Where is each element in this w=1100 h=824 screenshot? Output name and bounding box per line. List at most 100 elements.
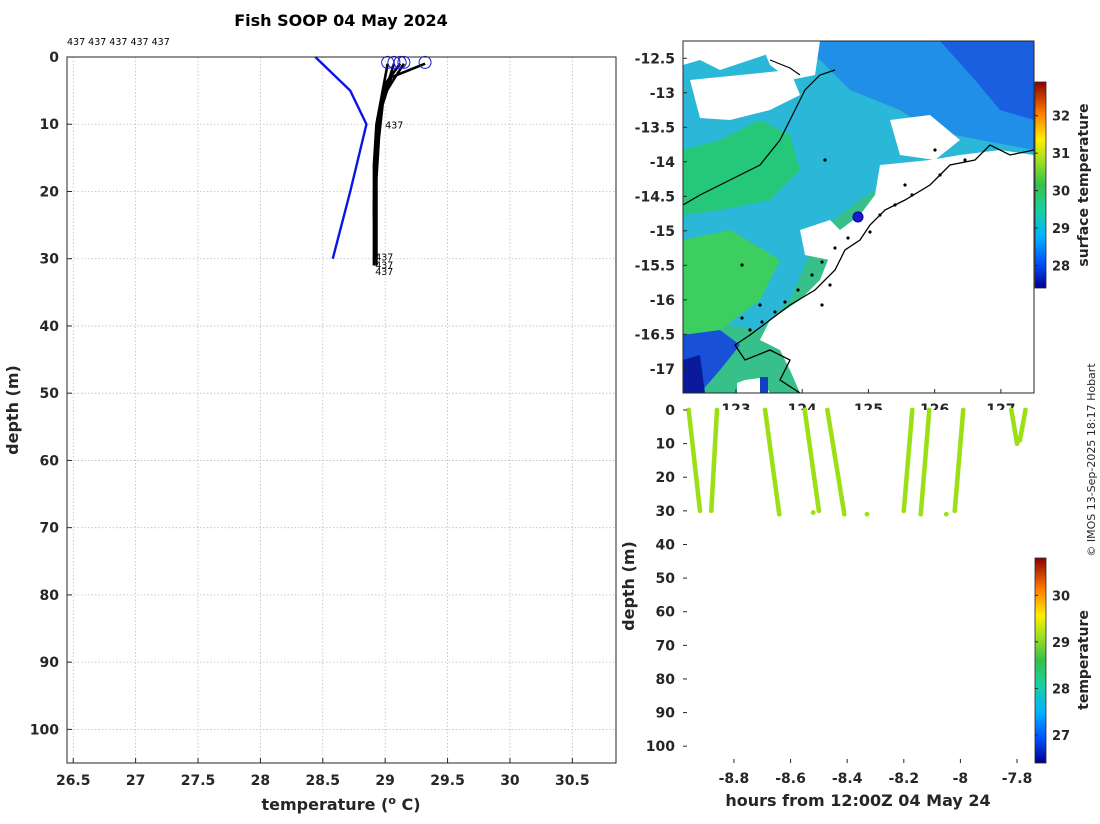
time-ytick-label: 60 bbox=[656, 605, 676, 621]
chart-title: Fish SOOP 04 May 2024 bbox=[234, 11, 448, 30]
islands bbox=[740, 148, 967, 332]
map-ytick-label: -13 bbox=[650, 86, 675, 102]
time-ytick-label: 30 bbox=[656, 504, 676, 520]
time-ytick-label: 50 bbox=[656, 571, 676, 587]
time-depth-panel: 0 10 20 30 40 50 60 70 80 90 100 -8.8 -8.6 -8.4 -8.2 -8… bbox=[619, 403, 1092, 810]
time-xtick-label: -8.2 bbox=[888, 771, 919, 787]
surface-marker bbox=[418, 55, 432, 69]
coastline-north bbox=[769, 59, 801, 76]
sst-colorbar-tick-label: 30 bbox=[1052, 185, 1070, 200]
cast-point bbox=[816, 508, 822, 514]
temp-colorbar-tick-label: 28 bbox=[1052, 682, 1070, 697]
cast-point bbox=[1017, 437, 1023, 443]
map-ytick-label: -16.5 bbox=[635, 327, 675, 343]
time-xlabel: hours from 12:00Z 04 May 24 bbox=[725, 791, 990, 810]
time-ytick-label: 100 bbox=[646, 739, 675, 755]
profile-grid bbox=[67, 56, 616, 763]
profile-panel: Fish SOOP 04 May 2024 26.5 27 27.5 28 28.5 29… bbox=[3, 11, 617, 814]
time-axes-bg bbox=[683, 410, 1034, 763]
time-ytick-label: 70 bbox=[656, 638, 676, 654]
surface-marker bbox=[393, 55, 407, 69]
map-ytick-label: -12.5 bbox=[635, 51, 675, 67]
cast-point bbox=[708, 508, 714, 514]
climatology-line bbox=[314, 56, 368, 260]
sst-colorbar-tick-label: 28 bbox=[1052, 260, 1070, 275]
cast-point bbox=[952, 508, 958, 514]
sst-colorbar-label: surface temperature bbox=[1076, 103, 1092, 266]
profile-xtick-label: 27 bbox=[126, 773, 145, 789]
profile-line bbox=[373, 63, 405, 259]
profile-line bbox=[373, 62, 402, 259]
profile-xtick-label: 29.5 bbox=[430, 773, 465, 789]
map-land bbox=[760, 150, 1034, 393]
map-ytick-label: -15 bbox=[650, 224, 675, 240]
profile-end-label: 437 bbox=[375, 252, 393, 263]
map-ytick-label: -15.5 bbox=[635, 258, 675, 274]
map-nodata-patch bbox=[800, 220, 850, 260]
profile-ytick-label: 70 bbox=[40, 521, 60, 537]
temp-colorbar-label: temperature bbox=[1076, 610, 1092, 710]
map-ytick-label: -14.5 bbox=[635, 189, 675, 205]
cast-point bbox=[918, 511, 924, 517]
profile-xtick-label: 29 bbox=[375, 773, 394, 789]
profile-xtick-label: 26.5 bbox=[56, 773, 91, 789]
map-nodata-cloud bbox=[690, 70, 800, 120]
time-ytick-label: 10 bbox=[656, 437, 676, 453]
profile-ytick-label: 10 bbox=[40, 117, 60, 133]
imos-credit: © IMOS 13-Sep-2025 18:17 Hobart bbox=[1085, 363, 1098, 557]
profile-end-label: 437 bbox=[375, 267, 393, 278]
map-nodata-north bbox=[760, 41, 820, 80]
top-cast-labels: 437 437 437 437 437 bbox=[67, 37, 170, 48]
map-green-region bbox=[683, 120, 800, 215]
profile-xtick-label: 28.5 bbox=[306, 773, 341, 789]
map-nodata-cloud-2 bbox=[890, 115, 960, 160]
map-ytick-label: -16 bbox=[650, 293, 675, 309]
time-xtick-label: -7.8 bbox=[1002, 771, 1033, 787]
time-depth-points bbox=[686, 407, 1028, 517]
temp-colorbar-ticks: 27 28 29 30 bbox=[1035, 589, 1070, 744]
profile-ytick-label: 20 bbox=[40, 184, 60, 200]
profile-ytick-label: 0 bbox=[49, 50, 59, 66]
profile-xtick-label: 30 bbox=[500, 773, 520, 789]
sst-colorbar-tick-label: 29 bbox=[1052, 222, 1070, 237]
cast-point bbox=[697, 508, 703, 514]
time-xtick-label: -8.8 bbox=[719, 771, 750, 787]
sst-colorbar-ticks: 28 29 30 31 32 bbox=[1035, 110, 1070, 275]
map-cool-region bbox=[940, 41, 1034, 120]
cast-point bbox=[864, 511, 870, 517]
temp-colorbar bbox=[1034, 557, 1047, 764]
map-south-gap bbox=[760, 377, 768, 393]
temp-colorbar-tick-label: 27 bbox=[1052, 729, 1070, 744]
cast-point bbox=[901, 508, 907, 514]
cast-point bbox=[1014, 441, 1020, 447]
profile-ytick-label: 50 bbox=[40, 386, 60, 402]
profile-ylabel: depth (m) bbox=[3, 365, 22, 455]
time-ytick-label: 80 bbox=[656, 672, 676, 688]
profile-xtick-label: 30.5 bbox=[555, 773, 590, 789]
profile-ticks: 26.5 27 27.5 28 28.5 29 29.5 30 30.5 0 10 20 30 40 50 6… bbox=[30, 50, 590, 789]
profile-axes-frame bbox=[66, 56, 617, 764]
cast-point bbox=[943, 511, 949, 517]
sst-map-panel: -12.5 -13 -13.5 -14 -14.5 -15 -15.5 -16 -16.5 -17… bbox=[635, 40, 1092, 418]
map-axes-frame bbox=[682, 40, 1035, 394]
profile-end-label: 437 bbox=[375, 260, 393, 271]
profile-xlabel: temperature (o C) bbox=[261, 794, 420, 814]
sst-colorbar-tick-label: 31 bbox=[1052, 147, 1070, 162]
time-ytick-label: 40 bbox=[656, 537, 676, 553]
time-ticks: 0 10 20 30 40 50 60 70 80 90 100 -8.8 -8.6 -8.4 -8.2 -8… bbox=[646, 403, 1033, 787]
surface-marker bbox=[397, 55, 411, 69]
time-ytick-label: 90 bbox=[656, 706, 676, 722]
sst-map bbox=[683, 41, 1034, 393]
map-ytick-label: -14 bbox=[650, 155, 676, 171]
profile-ytick-label: 60 bbox=[40, 453, 60, 469]
map-green-region-2 bbox=[683, 230, 780, 335]
temp-colorbar-tick-label: 30 bbox=[1052, 589, 1070, 604]
profile-end-label: 437 bbox=[385, 121, 403, 132]
surface-marker bbox=[387, 55, 401, 69]
time-xtick-label: -8.6 bbox=[775, 771, 806, 787]
cast-point bbox=[776, 511, 782, 517]
time-ytick-label: 20 bbox=[656, 470, 676, 486]
profile-xtick-label: 28 bbox=[251, 773, 270, 789]
map-ytick-label: -13.5 bbox=[635, 120, 675, 136]
